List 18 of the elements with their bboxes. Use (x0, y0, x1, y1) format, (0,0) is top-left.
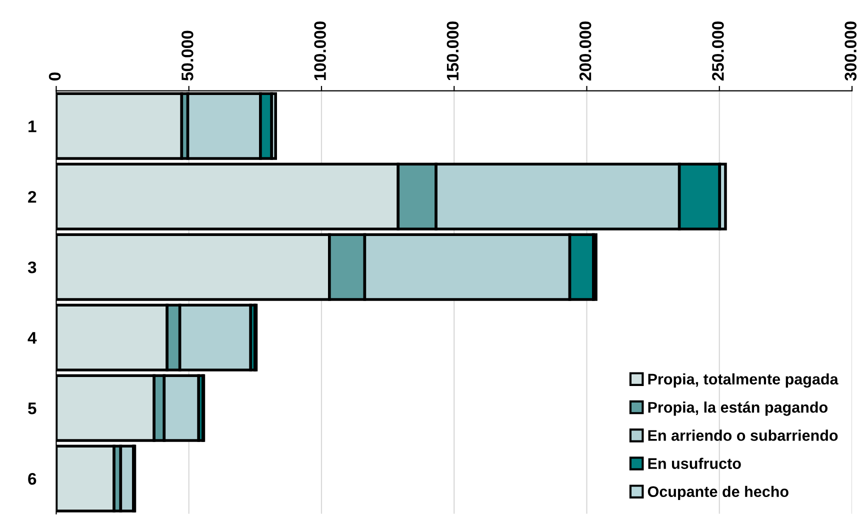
x-tick-label: 150.000 (446, 22, 459, 80)
x-tick-label: 100.000 (314, 22, 326, 80)
y-tick-label: 6 (28, 472, 36, 485)
legend-label: Propia, totalmente pagada (648, 373, 838, 388)
x-tick-label: 200.000 (579, 22, 592, 81)
y-tick-label: 1 (28, 120, 36, 132)
x-tick-label: 300.000 (844, 22, 857, 81)
y-tick-label: 3 (28, 261, 36, 274)
legend-label: En arriendo o subarriendo (648, 430, 838, 441)
x-tick-label: 250.000 (712, 22, 724, 81)
y-tick-label: 2 (28, 190, 36, 203)
legend-label: En usufructo (648, 458, 741, 469)
legend-label: Propia, la están pagando (648, 401, 828, 416)
x-tick-label: 50.000 (182, 30, 194, 81)
x-tick-label: 0 (48, 72, 61, 80)
y-tick-label: 4 (28, 332, 37, 344)
legend-label: Ocupante de hecho (648, 486, 788, 500)
y-tick-label: 5 (28, 402, 36, 414)
